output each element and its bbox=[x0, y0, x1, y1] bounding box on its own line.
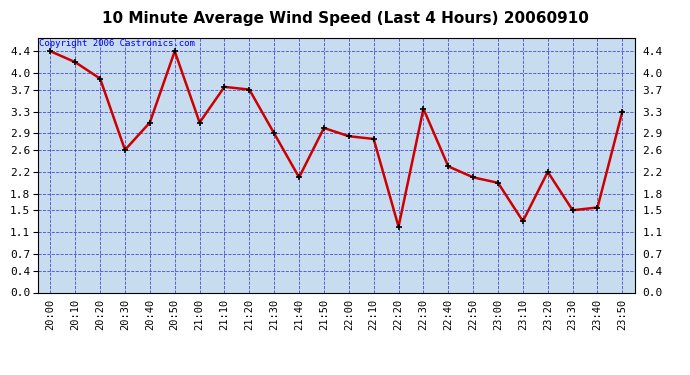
Text: Copyright 2006 Castronics.com: Copyright 2006 Castronics.com bbox=[39, 39, 195, 48]
Text: 10 Minute Average Wind Speed (Last 4 Hours) 20060910: 10 Minute Average Wind Speed (Last 4 Hou… bbox=[101, 11, 589, 26]
